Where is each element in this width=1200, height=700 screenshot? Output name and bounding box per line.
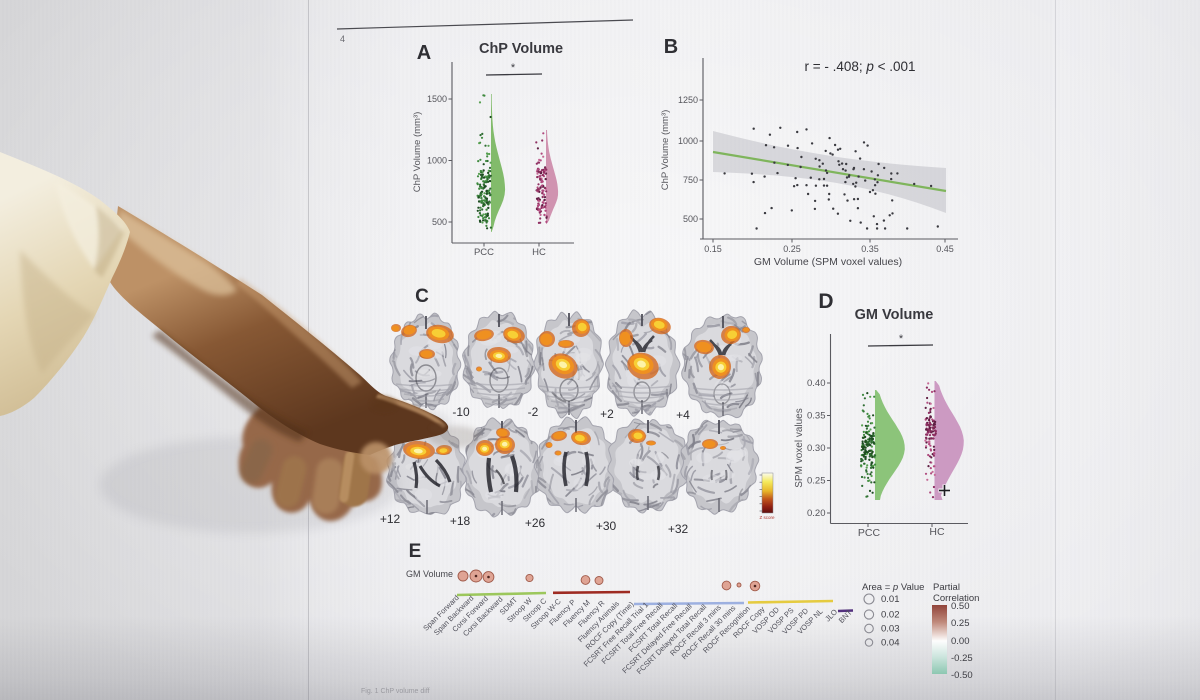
svg-text:4: 4 — [340, 34, 345, 44]
svg-text:GM Volume: GM Volume — [406, 569, 453, 579]
svg-text:-0.25: -0.25 — [951, 653, 973, 664]
svg-text:+26: +26 — [525, 516, 546, 530]
svg-text:+30: +30 — [596, 519, 617, 533]
svg-text:ChP Volume: ChP Volume — [479, 41, 563, 57]
svg-text:PCC: PCC — [858, 527, 881, 539]
svg-text:+18: +18 — [450, 514, 471, 528]
svg-text:JLO: JLO — [823, 607, 839, 623]
svg-text:0.25: 0.25 — [807, 476, 826, 487]
svg-text:r = - .408; p < .001: r = - .408; p < .001 — [804, 59, 915, 74]
svg-text:ChP Volume (mm³): ChP Volume (mm³) — [660, 110, 671, 191]
svg-text:0.03: 0.03 — [881, 624, 900, 635]
svg-text:0.35: 0.35 — [861, 244, 879, 254]
svg-text:HC: HC — [532, 247, 546, 258]
svg-text:0.45: 0.45 — [936, 244, 954, 254]
svg-text:750: 750 — [683, 175, 698, 185]
svg-text:*: * — [899, 333, 904, 345]
svg-text:0.35: 0.35 — [807, 411, 826, 422]
svg-text:500: 500 — [683, 214, 698, 224]
svg-text:PCC: PCC — [474, 247, 494, 258]
svg-text:0.04: 0.04 — [881, 638, 900, 649]
svg-text:0.01: 0.01 — [881, 594, 900, 605]
svg-text:0.00: 0.00 — [951, 636, 970, 647]
svg-text:HC: HC — [929, 526, 945, 538]
svg-text:+32: +32 — [668, 522, 689, 536]
svg-text:E: E — [409, 541, 422, 562]
svg-text:+2: +2 — [600, 407, 614, 421]
svg-text:Area = p Value: Area = p Value — [862, 582, 924, 593]
svg-text:0.25: 0.25 — [951, 618, 970, 629]
svg-text:500: 500 — [432, 217, 447, 227]
svg-text:0.40: 0.40 — [807, 378, 826, 389]
svg-text:-0.50: -0.50 — [951, 670, 973, 681]
svg-text:GM Volume (SPM voxel values): GM Volume (SPM voxel values) — [754, 256, 902, 268]
svg-text:+4: +4 — [676, 408, 690, 422]
svg-text:0.30: 0.30 — [807, 443, 826, 454]
svg-text:1000: 1000 — [427, 156, 447, 166]
svg-text:ChP Volume (mm³): ChP Volume (mm³) — [412, 112, 423, 193]
svg-text:1000: 1000 — [678, 136, 698, 146]
svg-text:B: B — [664, 36, 678, 58]
svg-text:C: C — [415, 286, 429, 307]
svg-text:Correlation: Correlation — [933, 593, 979, 604]
svg-text:0.50: 0.50 — [951, 601, 970, 612]
svg-text:0.02: 0.02 — [881, 610, 900, 621]
svg-text:A: A — [417, 42, 431, 64]
svg-text:-10: -10 — [452, 405, 470, 419]
svg-text:D: D — [818, 290, 833, 313]
svg-text:0.15: 0.15 — [704, 244, 722, 254]
svg-text:Fig. 1 ChP volume diff: Fig. 1 ChP volume diff — [361, 688, 430, 695]
svg-text:0.20: 0.20 — [807, 508, 826, 519]
svg-text:Z score: Z score — [759, 515, 775, 520]
svg-text:1500: 1500 — [427, 94, 447, 104]
svg-text:0.25: 0.25 — [783, 244, 801, 254]
svg-text:+12: +12 — [380, 512, 401, 526]
svg-text:Partial: Partial — [933, 582, 960, 593]
svg-text:SPM voxel values: SPM voxel values — [794, 408, 805, 487]
svg-text:1250: 1250 — [678, 95, 698, 105]
svg-text:-2: -2 — [528, 405, 539, 419]
svg-text:GM Volume: GM Volume — [855, 307, 934, 323]
svg-text:*: * — [511, 62, 516, 74]
